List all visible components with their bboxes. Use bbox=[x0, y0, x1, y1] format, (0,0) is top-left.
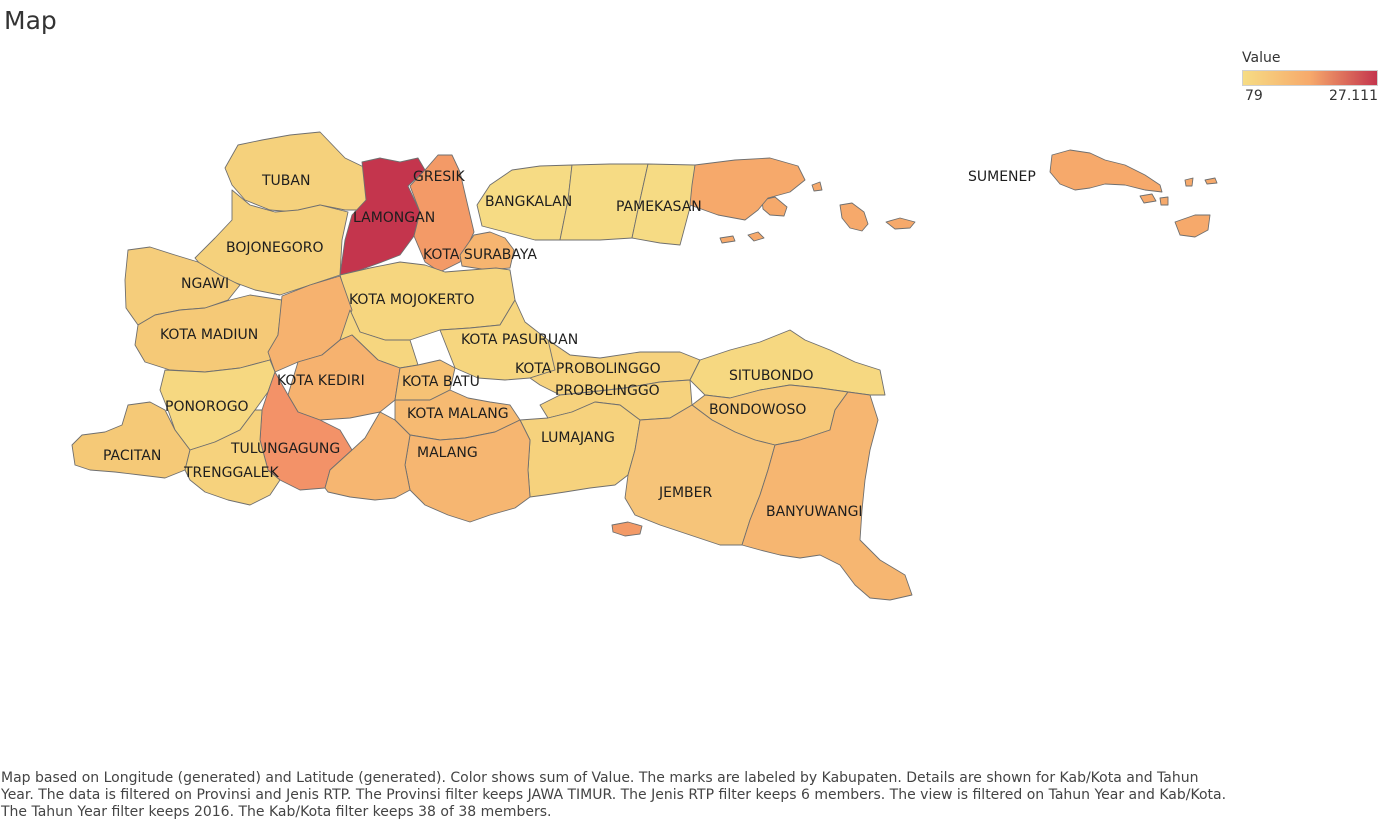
legend-title: Value bbox=[1242, 50, 1281, 66]
label-gresik: GRESIK bbox=[413, 169, 465, 185]
madura-islands bbox=[611, 149, 1218, 537]
label-bojonegoro: BOJONEGORO bbox=[226, 240, 323, 256]
label-probolinggo: PROBOLINGGO bbox=[555, 383, 660, 399]
label-ngawi: NGAWI bbox=[181, 276, 229, 292]
label-malang: MALANG bbox=[417, 445, 478, 461]
island-small-4[interactable] bbox=[811, 181, 823, 192]
legend-gradient-bar bbox=[1242, 70, 1378, 86]
region-blitar[interactable] bbox=[324, 411, 411, 501]
label-bondowoso: BONDOWOSO bbox=[709, 402, 806, 418]
label-tulungagung: TULUNGAGUNG bbox=[230, 441, 340, 457]
island-small-5[interactable] bbox=[1139, 193, 1157, 204]
label-banyuwangi: BANYUWANGI bbox=[766, 504, 863, 520]
label-trenggalek: TRENGGALEK bbox=[183, 465, 280, 481]
region-banyuwangi[interactable] bbox=[741, 391, 913, 601]
label-lamongan: LAMONGAN bbox=[353, 210, 435, 226]
region-malang[interactable] bbox=[404, 419, 531, 523]
legend-min-label: 79 bbox=[1245, 88, 1263, 104]
label-kota-madiun: KOTA MADIUN bbox=[160, 327, 258, 343]
region-sumenep[interactable] bbox=[689, 157, 806, 221]
label-kota-mojokerto: KOTA MOJOKERTO bbox=[349, 292, 474, 308]
region-pacitan[interactable] bbox=[71, 401, 191, 479]
region-lumajang[interactable] bbox=[519, 401, 641, 498]
legend-ticks: 79 27.111 bbox=[1242, 88, 1378, 106]
region-kota-surabaya[interactable] bbox=[459, 231, 515, 271]
island-small-8[interactable] bbox=[1204, 177, 1218, 185]
region-bangkalan[interactable] bbox=[476, 164, 573, 241]
label-kota-malang: KOTA MALANG bbox=[407, 406, 509, 422]
label-tuban: TUBAN bbox=[261, 173, 310, 189]
label-kota-batu: KOTA BATU bbox=[402, 374, 480, 390]
label-pamekasan: PAMEKASAN bbox=[616, 199, 702, 215]
region-labels: TUBAN LAMONGAN GRESIK BANGKALAN PAMEKASA… bbox=[103, 169, 1036, 520]
label-bangkalan: BANGKALAN bbox=[485, 194, 572, 210]
region-tuban[interactable] bbox=[224, 131, 371, 213]
label-jember: JEMBER bbox=[658, 485, 713, 501]
label-lumajang: LUMAJANG bbox=[541, 430, 615, 446]
label-kota-probolinggo: KOTA PROBOLINGGO bbox=[515, 361, 661, 377]
island-small-1[interactable] bbox=[885, 217, 916, 230]
color-legend[interactable]: Value 79 27.111 bbox=[1242, 50, 1378, 106]
island-kangean[interactable] bbox=[1049, 149, 1163, 193]
label-sumenep: SUMENEP bbox=[968, 169, 1036, 185]
island-sapudi[interactable] bbox=[839, 202, 869, 232]
region-trenggalek[interactable] bbox=[184, 409, 281, 506]
page-title: Map bbox=[4, 6, 57, 35]
label-kota-pasuruan: KOTA PASURUAN bbox=[461, 332, 578, 348]
island-small-2[interactable] bbox=[747, 231, 765, 242]
label-situbondo: SITUBONDO bbox=[729, 368, 813, 384]
label-ponorogo: PONOROGO bbox=[165, 399, 249, 415]
region-lamongan[interactable] bbox=[339, 157, 426, 276]
map-canvas: TUBAN LAMONGAN GRESIK BANGKALAN PAMEKASA… bbox=[71, 131, 1218, 601]
island-small-6[interactable] bbox=[1159, 196, 1169, 206]
province-regions bbox=[71, 131, 913, 601]
island-small-7[interactable] bbox=[1184, 177, 1194, 187]
island-small-3[interactable] bbox=[719, 235, 736, 244]
island-bawean[interactable] bbox=[611, 521, 643, 537]
label-pacitan: PACITAN bbox=[103, 448, 161, 464]
island-giligenting[interactable] bbox=[761, 196, 788, 217]
label-kota-surabaya: KOTA SURABAYA bbox=[423, 247, 537, 263]
legend-max-label: 27.111 bbox=[1329, 88, 1378, 104]
island-raas[interactable] bbox=[1174, 214, 1211, 238]
label-kota-kediri: KOTA KEDIRI bbox=[277, 373, 365, 389]
map-caption: Map based on Longitude (generated) and L… bbox=[1, 770, 1227, 820]
